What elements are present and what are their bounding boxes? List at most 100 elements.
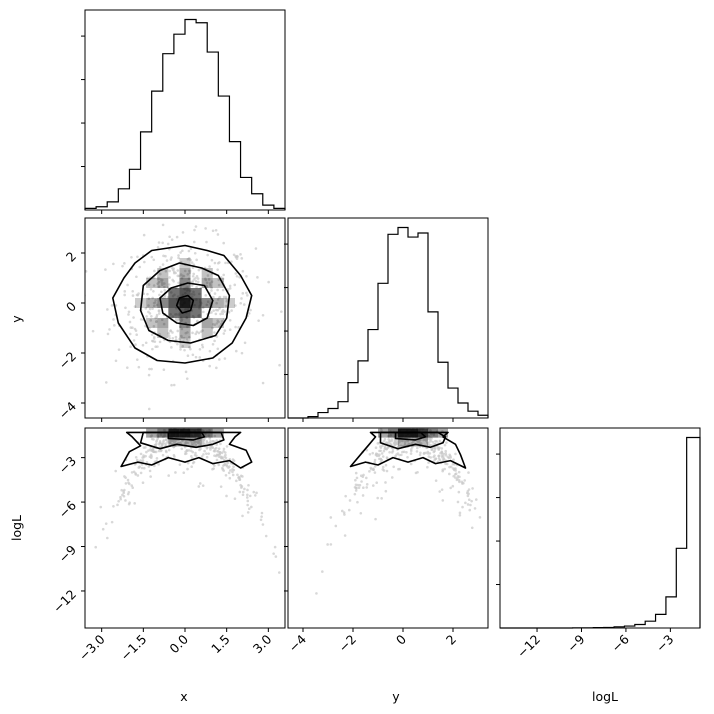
sample-point xyxy=(267,280,270,284)
sample-point xyxy=(161,263,165,266)
sample-point xyxy=(167,332,171,335)
sample-point xyxy=(245,291,248,295)
sample-point xyxy=(191,353,195,357)
sample-point xyxy=(392,465,395,469)
density-cell xyxy=(212,278,224,288)
sample-point xyxy=(152,337,156,340)
sample-point xyxy=(148,469,152,473)
sample-point xyxy=(443,458,446,461)
sample-point xyxy=(443,443,447,447)
sample-point xyxy=(188,345,191,349)
sample-point xyxy=(174,335,178,339)
sample-point xyxy=(451,484,455,488)
sample-point xyxy=(235,479,238,483)
sample-point xyxy=(361,475,365,479)
sample-point xyxy=(131,294,135,297)
sample-point xyxy=(128,501,131,505)
sample-point xyxy=(456,475,460,478)
sample-point xyxy=(133,502,136,505)
sample-point xyxy=(426,465,429,469)
sample-point xyxy=(225,445,229,448)
sample-point xyxy=(383,438,387,441)
sample-point xyxy=(224,473,228,477)
sample-point xyxy=(210,286,213,290)
sample-point xyxy=(142,454,145,457)
sample-point xyxy=(197,485,201,488)
sample-point xyxy=(207,278,211,281)
sample-point xyxy=(203,438,206,441)
panel-content xyxy=(94,428,285,574)
sample-point xyxy=(112,318,115,321)
sample-point xyxy=(142,233,146,237)
sample-point xyxy=(172,453,176,457)
sample-point xyxy=(228,476,232,480)
sample-point xyxy=(238,478,242,481)
sample-point xyxy=(126,478,130,482)
sample-point xyxy=(157,312,161,315)
sample-point xyxy=(240,486,243,489)
sample-point xyxy=(277,571,281,574)
sample-point xyxy=(154,298,157,302)
sample-point xyxy=(198,347,202,351)
sample-point xyxy=(152,289,155,293)
sample-point xyxy=(139,452,143,456)
sample-point xyxy=(174,471,177,474)
sample-point xyxy=(147,304,150,307)
sample-point xyxy=(384,441,388,444)
sample-point xyxy=(207,452,210,455)
axes-frame xyxy=(287,217,489,419)
sample-point xyxy=(464,501,467,505)
x-axis-label: x xyxy=(180,689,187,704)
text-layer: x y logL y logL xyxy=(9,315,618,704)
sample-point xyxy=(147,465,151,468)
sample-point xyxy=(456,500,460,504)
sample-point xyxy=(153,464,156,468)
sample-point xyxy=(177,281,180,285)
sample-point xyxy=(195,330,199,334)
sample-point xyxy=(191,266,195,269)
sample-point xyxy=(217,447,221,451)
sample-point xyxy=(106,536,109,540)
sample-point xyxy=(223,455,226,458)
sample-point xyxy=(143,260,146,264)
sample-point xyxy=(396,441,399,445)
sample-point xyxy=(419,451,422,455)
sample-point xyxy=(217,278,221,282)
sample-point xyxy=(264,534,268,538)
sample-point xyxy=(215,322,219,325)
sample-point xyxy=(147,449,150,452)
sample-point xyxy=(434,439,437,443)
sample-point xyxy=(234,325,237,329)
sample-point xyxy=(458,513,462,517)
sample-point xyxy=(208,364,211,368)
sample-point xyxy=(213,292,217,295)
sample-point xyxy=(180,276,184,280)
sample-point xyxy=(441,499,445,502)
sample-point xyxy=(248,494,252,498)
sample-point xyxy=(157,463,160,466)
sample-point xyxy=(197,268,201,272)
sample-point xyxy=(185,337,189,341)
sample-point xyxy=(398,467,401,471)
sample-point xyxy=(340,509,344,513)
density-cell xyxy=(146,298,158,308)
sample-point xyxy=(158,340,162,344)
sample-point xyxy=(193,453,197,457)
sample-point xyxy=(246,503,249,507)
sample-point xyxy=(211,467,214,471)
sample-point xyxy=(431,440,435,444)
sample-point xyxy=(216,233,220,236)
sample-point xyxy=(253,494,257,497)
sample-point xyxy=(155,440,158,443)
sample-point xyxy=(385,447,388,451)
sample-point xyxy=(231,470,234,474)
sample-point xyxy=(136,474,140,477)
contour-x_y-0 xyxy=(112,244,253,364)
sample-point xyxy=(209,448,212,451)
sample-point xyxy=(168,334,171,338)
sample-point xyxy=(132,339,136,342)
sample-point xyxy=(383,445,387,448)
sample-point xyxy=(246,294,249,297)
sample-point xyxy=(429,443,432,447)
sample-point xyxy=(216,268,219,271)
